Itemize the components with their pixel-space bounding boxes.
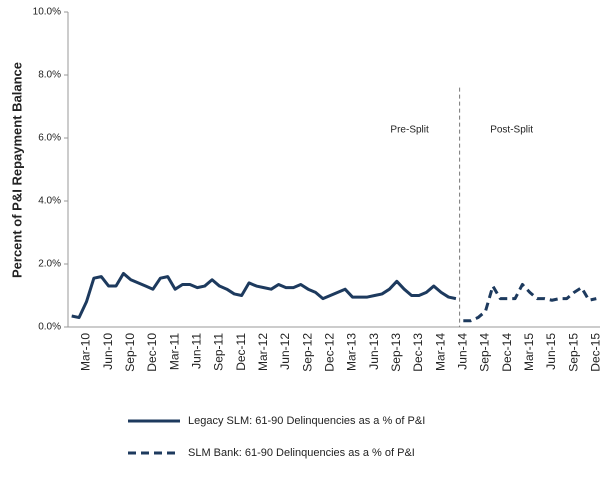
legend-label: Legacy SLM: 61-90 Delinquencies as a % o… bbox=[188, 415, 425, 427]
x-tick-label: Mar-15 bbox=[522, 333, 536, 371]
x-tick-label: Dec-10 bbox=[145, 333, 159, 372]
x-tick-label: Dec-14 bbox=[500, 333, 514, 372]
x-tick-label: Mar-10 bbox=[79, 333, 93, 371]
x-tick-label: Jun-11 bbox=[189, 333, 203, 369]
y-tick-label: 2.0% bbox=[38, 259, 61, 270]
x-tick-label: Sep-10 bbox=[123, 333, 137, 372]
annotation: Post-Split bbox=[490, 125, 533, 136]
y-tick-label: 4.0% bbox=[38, 196, 61, 207]
x-tick-label: Sep-11 bbox=[212, 333, 226, 371]
x-tick-label: Sep-15 bbox=[566, 333, 580, 372]
x-tick-label: Jun-10 bbox=[101, 333, 115, 370]
x-tick-label: Mar-11 bbox=[167, 333, 181, 370]
y-axis-title: Percent of P&I Repayment Balance bbox=[9, 62, 24, 278]
x-tick-label: Dec-11 bbox=[234, 333, 248, 371]
series-line bbox=[463, 282, 597, 323]
x-tick-label: Jun-13 bbox=[367, 333, 381, 370]
x-tick-label: Dec-13 bbox=[411, 333, 425, 372]
x-tick-label: Jun-12 bbox=[278, 333, 292, 370]
x-tick-label: Sep-14 bbox=[478, 333, 492, 372]
y-tick-label: 8.0% bbox=[38, 70, 61, 81]
annotation: Pre-Split bbox=[390, 125, 429, 136]
series-line bbox=[71, 271, 457, 320]
y-tick-label: 10.0% bbox=[33, 7, 61, 18]
y-tick-label: 0.0% bbox=[38, 322, 61, 333]
x-tick-label: Jun-15 bbox=[544, 333, 558, 370]
x-tick-label: Jun-14 bbox=[455, 333, 469, 370]
legend-label: SLM Bank: 61-90 Delinquencies as a % of … bbox=[188, 447, 415, 459]
x-tick-label: Sep-12 bbox=[300, 333, 314, 372]
x-tick-label: Dec-15 bbox=[588, 333, 602, 372]
y-tick-label: 6.0% bbox=[38, 133, 61, 144]
x-tick-label: Mar-14 bbox=[433, 333, 447, 371]
x-tick-label: Sep-13 bbox=[389, 333, 403, 372]
x-tick-label: Dec-12 bbox=[322, 333, 336, 372]
x-tick-label: Mar-12 bbox=[256, 333, 270, 371]
x-tick-label: Mar-13 bbox=[345, 333, 359, 371]
